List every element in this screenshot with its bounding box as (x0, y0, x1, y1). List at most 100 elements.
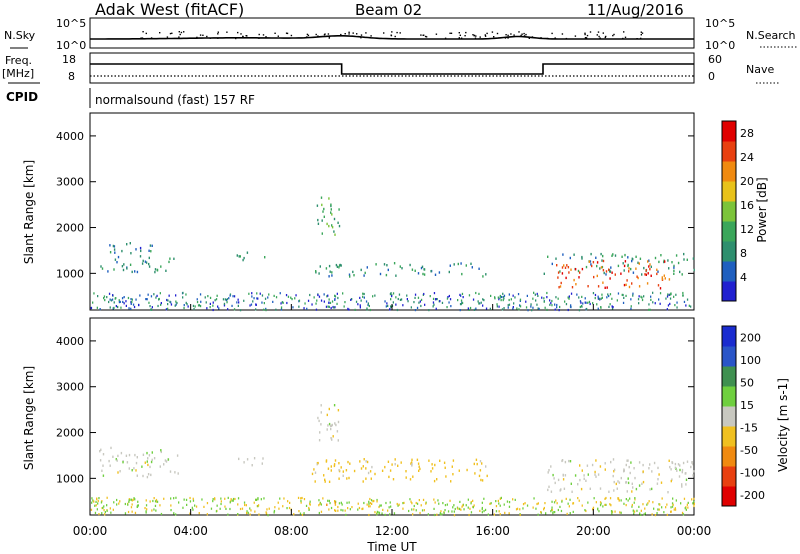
scatter-cell (440, 510, 442, 513)
ytick-label: 3000 (56, 176, 84, 189)
scatter-cell (684, 472, 686, 475)
scatter-cell (156, 294, 158, 297)
colorbar-swatch (722, 426, 736, 447)
scatter-cell (569, 256, 571, 260)
scatter-cell (568, 295, 570, 298)
scatter-cell (334, 501, 336, 504)
scatter-cell (643, 295, 645, 298)
scatter-cell (638, 295, 640, 298)
scatter-cell (625, 481, 628, 484)
scatter-cell (362, 507, 364, 510)
scatter-cell (122, 268, 125, 272)
scatter-cell (620, 476, 622, 480)
scatter-cell (250, 509, 252, 512)
colorbar-tick-label: 8 (740, 247, 747, 260)
nsky-point (507, 37, 509, 39)
scatter-cell (461, 301, 464, 305)
scatter-cell (395, 296, 397, 299)
scatter-cell (155, 296, 157, 299)
scatter-cell (560, 281, 562, 285)
scatter-cell (131, 469, 133, 472)
scatter-cell (119, 500, 121, 503)
scatter-cell (361, 507, 363, 511)
scatter-cell (248, 292, 250, 295)
scatter-cell (385, 305, 387, 308)
scatter-cell (673, 269, 675, 272)
scatter-cell (127, 503, 129, 506)
scatter-cell (482, 275, 484, 278)
scatter-cell (495, 505, 498, 508)
scatter-cell (474, 472, 476, 475)
power-colorbar (721, 120, 737, 302)
scatter-cell (328, 305, 330, 308)
scatter-cell (328, 301, 330, 304)
scatter-cell (557, 478, 560, 482)
scatter-cell (423, 292, 425, 296)
scatter-cell (602, 269, 605, 272)
scatter-cell (109, 251, 112, 254)
scatter-cell (462, 296, 464, 299)
scatter-cell (119, 470, 121, 473)
scatter-cell (206, 513, 208, 516)
scatter-cell (351, 506, 353, 509)
scatter-cell (399, 265, 401, 268)
scatter-cell (588, 260, 591, 263)
scatter-cell (237, 304, 239, 307)
scatter-cell (317, 293, 319, 297)
scatter-cell (543, 272, 545, 275)
scatter-cell (102, 474, 105, 477)
scatter-cell (226, 301, 228, 304)
scatter-cell (237, 503, 239, 506)
scatter-cell (441, 301, 444, 304)
scatter-cell (606, 286, 608, 289)
scatter-cell (337, 420, 340, 424)
scatter-cell (601, 296, 603, 299)
scatter-cell (357, 303, 359, 306)
nsky-point (348, 31, 350, 33)
scatter-cell (420, 504, 422, 507)
scatter-cell (150, 250, 152, 253)
scatter-cell (470, 262, 472, 265)
scatter-cell (506, 500, 509, 503)
scatter-cell (170, 504, 172, 507)
colorbar-swatch (722, 366, 736, 387)
time-axis: 00:00 04:00 08:00 12:00 16:00 20:00 00:00 (73, 304, 711, 538)
scatter-cell (101, 469, 103, 472)
scatter-cell (433, 479, 436, 483)
nsky-point (459, 34, 461, 36)
scatter-cell (682, 294, 684, 297)
scatter-cell (485, 465, 487, 468)
scatter-cell (444, 466, 446, 469)
nsky-point (531, 36, 534, 38)
scatter-cell (631, 257, 633, 260)
nsky-point (258, 37, 260, 39)
scatter-cell (344, 301, 346, 304)
scatter-cell (112, 455, 114, 458)
scatter-cell (418, 499, 420, 502)
nsky-point (444, 37, 447, 39)
scatter-cell (550, 510, 552, 513)
scatter-cell (99, 308, 101, 311)
nave-tick-top: 60 (708, 53, 722, 66)
colorbar-swatch (722, 121, 736, 142)
scatter-cell (641, 273, 643, 276)
scatter-cell (519, 299, 521, 302)
scatter-cell (237, 298, 239, 301)
xtick-label: 16:00 (475, 524, 510, 538)
scatter-cell (123, 263, 125, 266)
scatter-cell (626, 279, 628, 282)
scatter-cell (483, 299, 485, 302)
scatter-cell (647, 502, 649, 505)
scatter-cell (387, 509, 389, 512)
scatter-cell (414, 269, 416, 272)
scatter-cell (336, 265, 339, 268)
scatter-cell (597, 297, 599, 300)
colorbar-swatch (722, 261, 736, 282)
scatter-cell (531, 309, 533, 312)
nsky-point (472, 34, 474, 36)
nsky-point (217, 37, 219, 39)
colorbar-frame (721, 325, 737, 507)
scatter-cell (100, 501, 103, 504)
scatter-cell (619, 511, 621, 514)
scatter-cell (628, 267, 630, 270)
